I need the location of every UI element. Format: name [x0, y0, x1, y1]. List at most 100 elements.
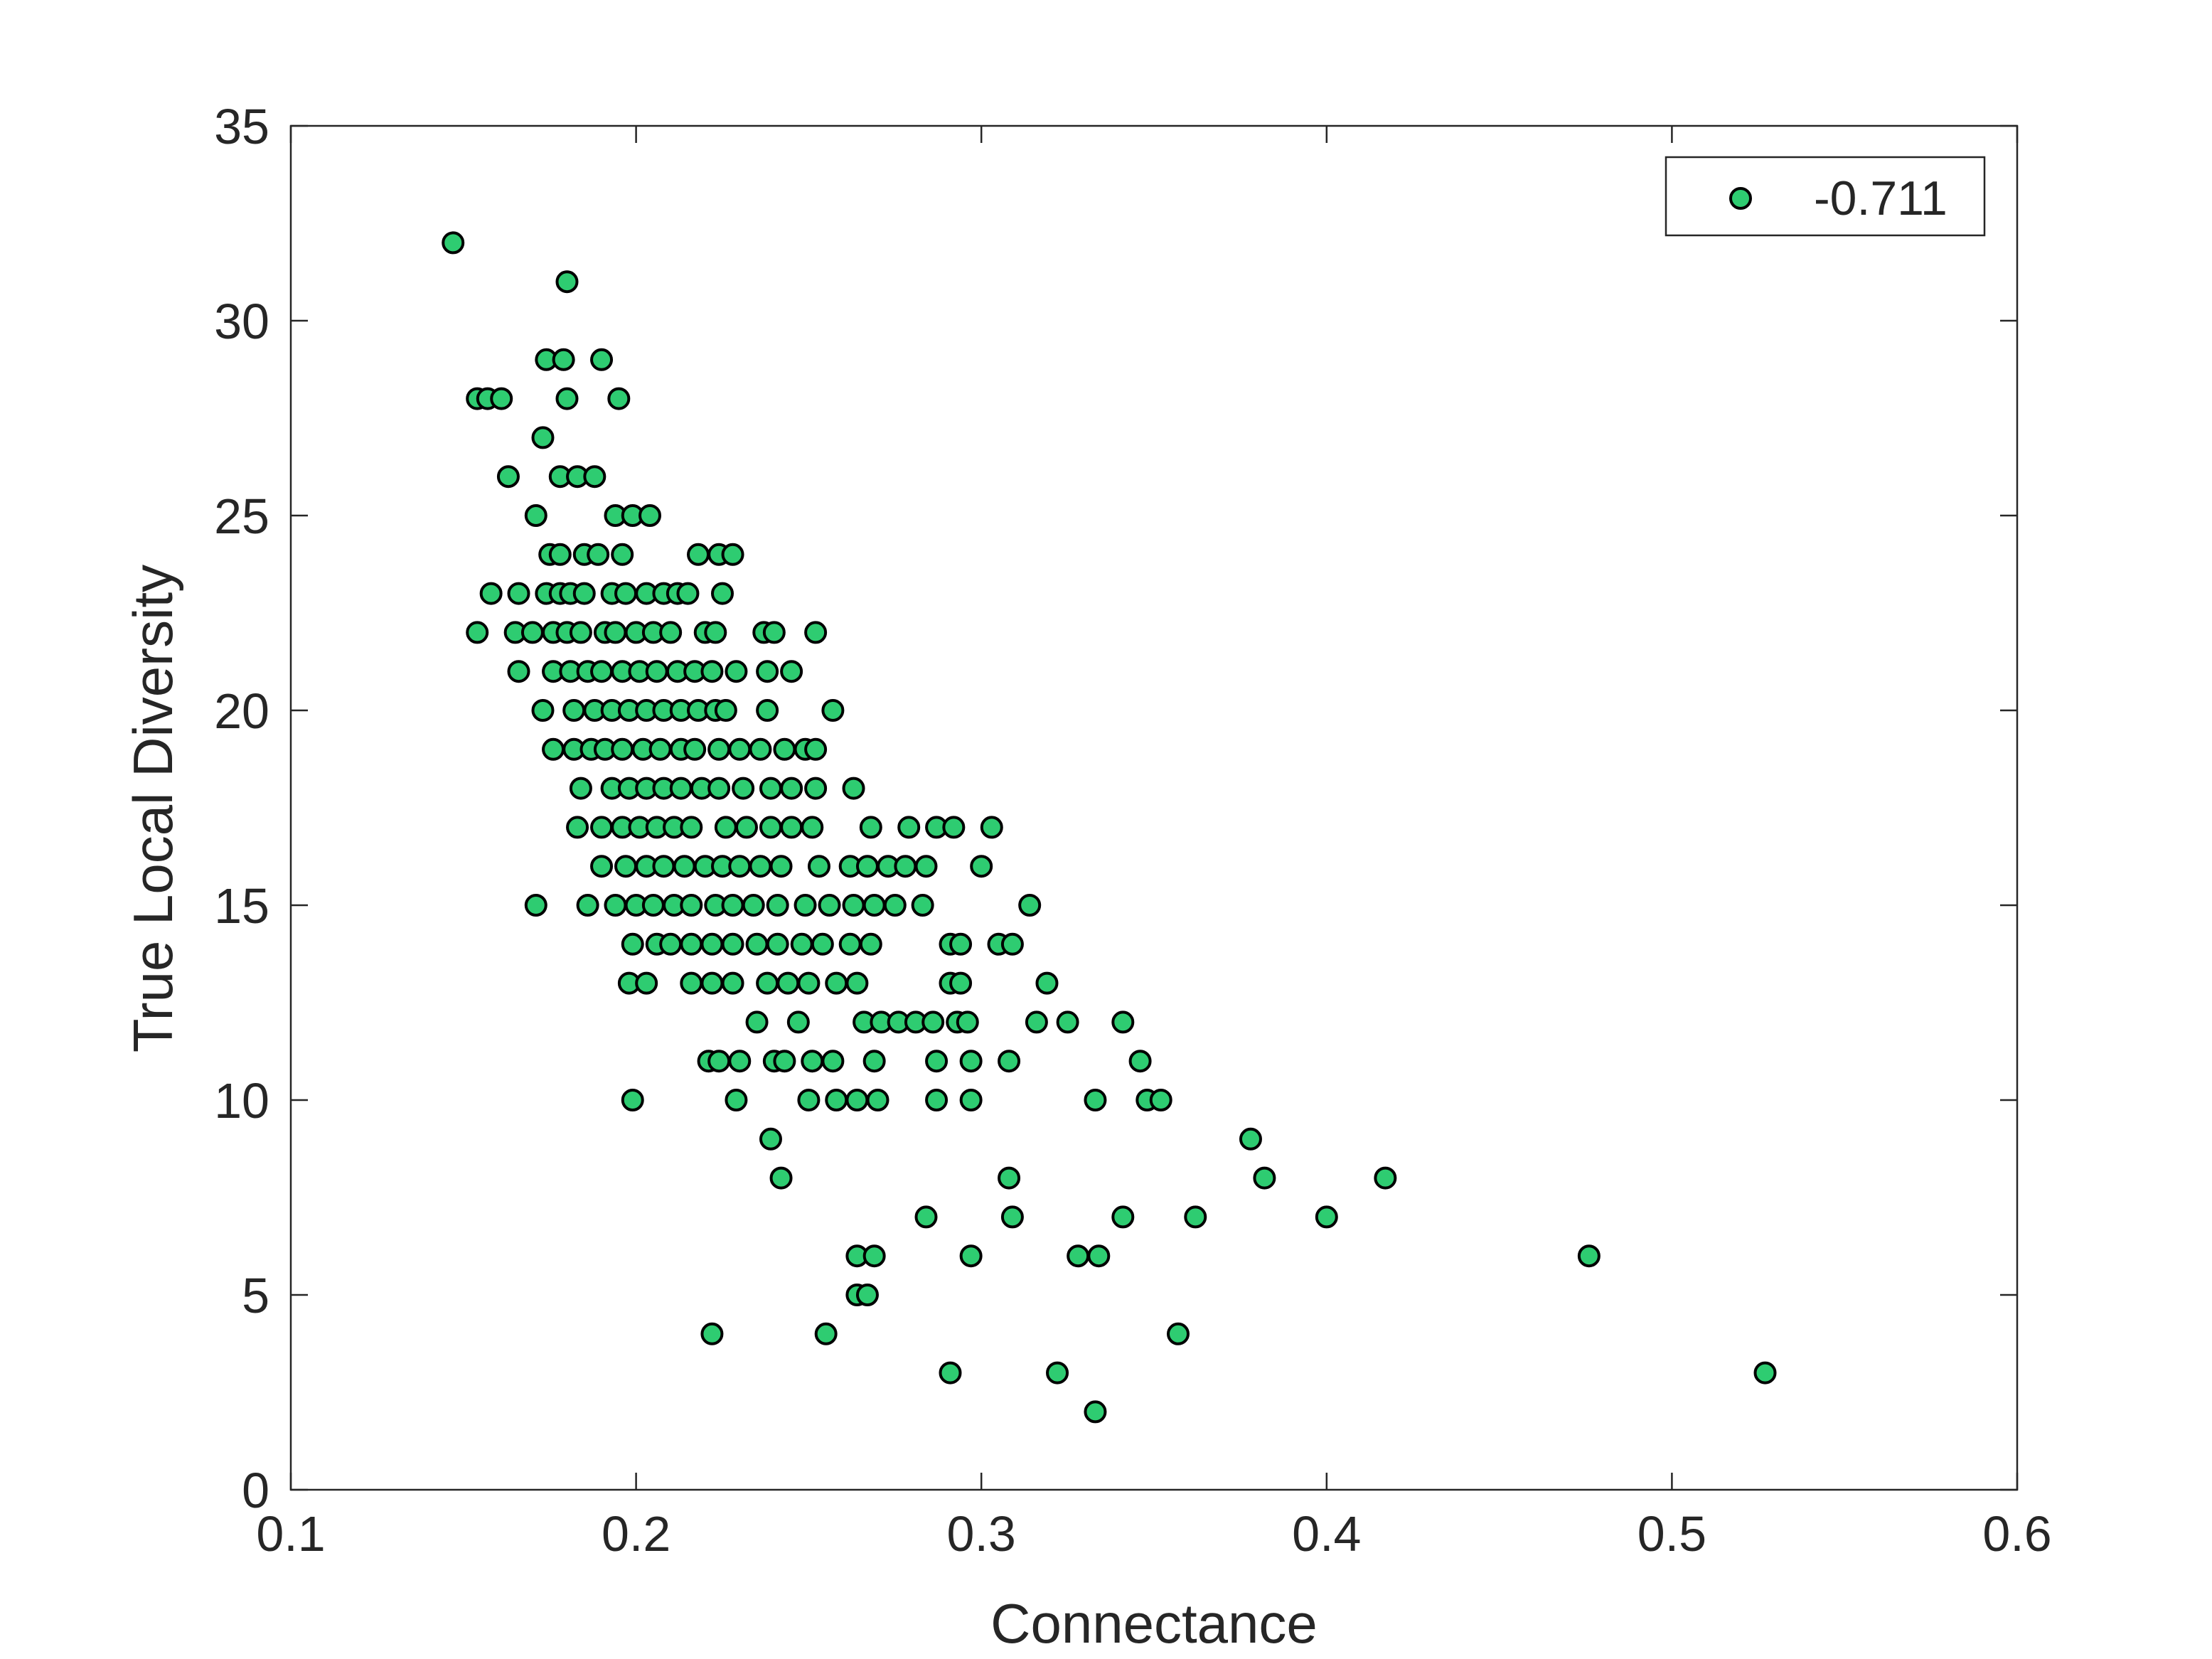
data-point	[790, 932, 813, 956]
y-tick-label: 10	[214, 1073, 269, 1129]
data-point	[1149, 1089, 1172, 1111]
data-point	[721, 894, 744, 917]
y-tick-label: 0	[242, 1463, 269, 1518]
data-point	[794, 894, 817, 917]
data-point	[1000, 932, 1024, 956]
data-point	[745, 932, 769, 956]
data-point	[756, 699, 779, 722]
data-point	[590, 855, 614, 878]
data-point	[680, 971, 703, 995]
data-point	[700, 932, 724, 956]
data-point	[1046, 1361, 1069, 1385]
data-point	[552, 348, 575, 371]
data-point	[683, 737, 707, 761]
y-tick-label: 5	[242, 1268, 269, 1323]
legend: -0.711	[1665, 156, 1986, 237]
data-point	[766, 932, 789, 956]
data-point	[721, 543, 744, 566]
y-tick-label: 15	[214, 878, 269, 934]
data-point	[911, 894, 934, 917]
data-point	[1253, 1166, 1276, 1190]
data-point	[614, 855, 638, 878]
data-point	[725, 660, 748, 683]
data-point	[842, 894, 865, 917]
y-axis-label: True Local Diversity	[122, 565, 184, 1052]
data-point	[866, 1089, 889, 1111]
data-point	[590, 660, 614, 683]
data-point	[572, 582, 596, 605]
data-point	[797, 971, 821, 995]
data-point	[769, 1166, 793, 1190]
data-point	[749, 855, 772, 878]
data-point	[756, 971, 779, 995]
data-point	[700, 971, 724, 995]
data-point	[1111, 1010, 1135, 1034]
axes-box	[289, 124, 2019, 1491]
y-tick-label: 30	[214, 294, 269, 349]
data-point	[749, 737, 772, 761]
data-point	[555, 387, 579, 410]
data-point	[1067, 1244, 1090, 1268]
data-point	[807, 855, 830, 878]
data-point	[821, 699, 845, 722]
data-point	[1018, 894, 1042, 917]
data-point	[780, 660, 803, 683]
data-point	[804, 737, 828, 761]
x-tick-label: 0.4	[1292, 1506, 1361, 1562]
data-point	[524, 894, 547, 917]
x-tick-label: 0.2	[602, 1506, 670, 1562]
data-point	[676, 582, 700, 605]
data-point	[542, 737, 565, 761]
plot-background	[291, 126, 2017, 1490]
data-point	[825, 1089, 848, 1111]
data-point	[859, 816, 882, 839]
data-point	[925, 1089, 949, 1111]
data-point	[769, 855, 793, 878]
data-point	[607, 387, 631, 410]
data-point	[479, 582, 503, 605]
data-point	[811, 932, 834, 956]
y-tick-label: 20	[214, 683, 269, 739]
data-point	[759, 1127, 782, 1151]
x-tick-label: 0.6	[1982, 1506, 2051, 1562]
data-point	[780, 777, 803, 800]
data-point	[804, 621, 828, 644]
data-point	[621, 932, 644, 956]
data-point	[759, 777, 782, 800]
data-point	[862, 1244, 886, 1268]
data-point	[859, 932, 882, 956]
data-point	[1239, 1127, 1262, 1151]
data-point	[959, 1244, 983, 1268]
data-point	[700, 660, 724, 683]
data-point	[1166, 1322, 1190, 1345]
data-point	[1087, 1244, 1111, 1268]
data-point	[1084, 1089, 1107, 1111]
data-point	[883, 894, 907, 917]
data-point	[587, 543, 610, 566]
data-point	[707, 737, 731, 761]
data-point	[897, 816, 921, 839]
data-point	[680, 932, 703, 956]
data-point	[687, 543, 710, 566]
data-point	[845, 971, 869, 995]
data-point	[801, 1050, 824, 1073]
data-point	[939, 1361, 962, 1385]
data-point	[569, 621, 592, 644]
data-point	[762, 621, 786, 644]
data-point	[894, 855, 917, 878]
data-point	[1025, 1010, 1048, 1034]
data-point	[520, 621, 544, 644]
data-point	[680, 816, 703, 839]
data-point	[673, 855, 696, 878]
data-point	[949, 971, 973, 995]
data-point	[728, 737, 752, 761]
data-point	[576, 894, 599, 917]
data-point	[855, 855, 879, 878]
data-point	[776, 971, 800, 995]
data-points	[442, 231, 1777, 1424]
data-point	[707, 1050, 731, 1073]
data-point	[569, 777, 592, 800]
data-point	[786, 1010, 810, 1034]
data-point	[1084, 1400, 1107, 1424]
data-point	[1374, 1166, 1397, 1190]
